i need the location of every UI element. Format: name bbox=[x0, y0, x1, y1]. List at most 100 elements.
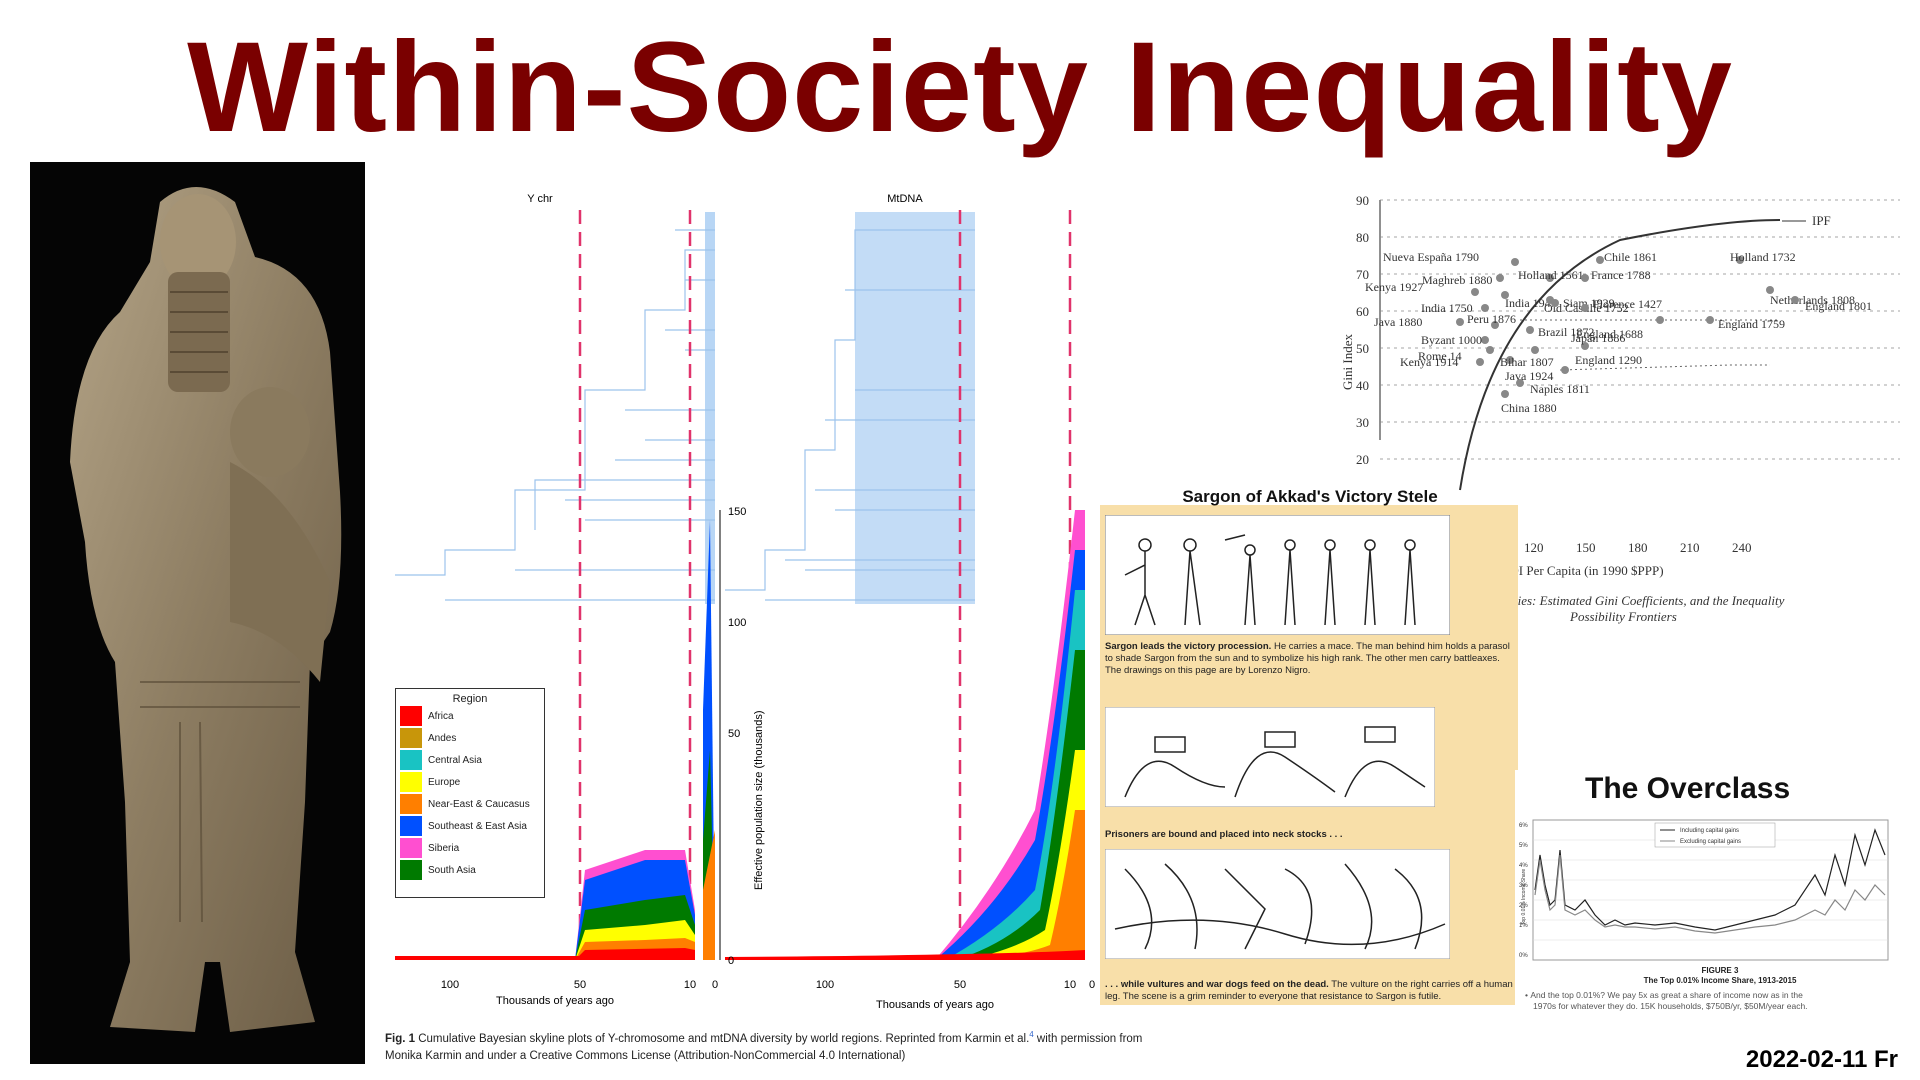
oc-ytick-1: 1% bbox=[1519, 923, 1528, 929]
xtick-10-b: 10 bbox=[1064, 979, 1076, 991]
gini-point-label: Holland 1561 bbox=[1518, 268, 1584, 282]
gini-xtick-240: 240 bbox=[1732, 540, 1752, 555]
gini-point-label: Nueva España 1790 bbox=[1383, 250, 1479, 264]
oc-figure-label: FIGURE 3 bbox=[1702, 966, 1739, 975]
legend-swatch bbox=[400, 728, 422, 748]
gini-point-label: England 1759 bbox=[1718, 317, 1785, 331]
stele-panel: Sargon of Akkad's Victory Stele Sargon l… bbox=[1100, 487, 1518, 1005]
statue-image bbox=[70, 187, 342, 1032]
oc-ytick-3: 3% bbox=[1519, 883, 1528, 889]
overclass-panel: The Overclass 6% 5% 4% 3% 2% 1% 0% Inclu… bbox=[1515, 770, 1895, 1045]
gini-xtick-150: 150 bbox=[1576, 540, 1596, 555]
region-legend: Region Africa Andes Central Asia Europe Near… bbox=[395, 688, 545, 898]
gini-point-label: Brazil 1872 bbox=[1538, 325, 1594, 339]
legend-swatch bbox=[400, 706, 422, 726]
gini-ytick-50: 50 bbox=[1356, 341, 1369, 356]
statue-photo bbox=[30, 162, 365, 1064]
gini-point bbox=[1511, 258, 1519, 266]
xtick-100-b: 100 bbox=[816, 979, 834, 991]
ytick-0: 0 bbox=[728, 955, 734, 967]
gini-point-label: England 1688 bbox=[1576, 327, 1643, 341]
gini-ytick-80: 80 bbox=[1356, 230, 1369, 245]
gini-point bbox=[1736, 256, 1744, 264]
caption-text-2: Monika Karmin and under a Creative Commo… bbox=[385, 1049, 906, 1062]
legend-swatch bbox=[400, 838, 422, 858]
ipf-label: IPF bbox=[1812, 213, 1831, 228]
gini-point bbox=[1481, 336, 1489, 344]
gini-point bbox=[1656, 316, 1664, 324]
gini-point-label: Kenya 1914 bbox=[1400, 355, 1458, 369]
gini-y-axis-label: Gini Index bbox=[1340, 334, 1355, 390]
oc-ytick-4: 4% bbox=[1519, 863, 1528, 869]
gini-xtick-180: 180 bbox=[1628, 540, 1648, 555]
y-axis-label: Effective population size (thousands) bbox=[753, 710, 765, 890]
mtdna-area bbox=[725, 510, 1085, 960]
panel-title-mtdna: MtDNA bbox=[887, 193, 923, 205]
gini-point-label: England 1801 bbox=[1805, 299, 1872, 313]
slide-title: Within-Society Inequality bbox=[187, 16, 1733, 159]
legend-entry: Southeast & East Asia bbox=[396, 815, 544, 837]
gini-point bbox=[1581, 342, 1589, 350]
legend-label: Central Asia bbox=[428, 754, 482, 766]
ychr-tree bbox=[395, 212, 715, 604]
gini-point-label: Florence 1427 bbox=[1593, 297, 1662, 311]
gini-point-label: France 1788 bbox=[1591, 268, 1651, 282]
dna-chart: Y chr MtDNA bbox=[395, 193, 1095, 1011]
legend-entry: Andes bbox=[396, 727, 544, 749]
gini-point-label: Chile 1861 bbox=[1604, 250, 1657, 264]
gini-ytick-70: 70 bbox=[1356, 267, 1369, 282]
oc-bullet-line2: 1970s for whatever they do. 15K househol… bbox=[1533, 1001, 1808, 1011]
overclass-title: The Overclass bbox=[1585, 772, 1791, 805]
gini-point bbox=[1551, 299, 1559, 307]
stele-caption-3-rest: The vulture on the right carries off a h… bbox=[1105, 979, 1513, 1002]
xtick-0-a: 0 bbox=[712, 979, 718, 991]
gini-point bbox=[1526, 326, 1534, 334]
dna-caption: Fig. 1 Cumulative Bayesian skyline plots… bbox=[385, 1026, 1165, 1065]
legend-entry: Africa bbox=[396, 705, 544, 727]
gini-point-label: England 1290 bbox=[1575, 353, 1642, 367]
legend-label: Southeast & East Asia bbox=[428, 820, 527, 832]
xtick-50-b: 50 bbox=[954, 979, 966, 991]
legend-label: South Asia bbox=[428, 864, 476, 876]
legend-title: Region bbox=[452, 693, 488, 705]
gini-ytick-90: 90 bbox=[1356, 193, 1369, 208]
gini-point-label: Kenya 1927 bbox=[1365, 280, 1423, 294]
ychr-area bbox=[395, 520, 715, 960]
gini-point bbox=[1766, 286, 1774, 294]
time-markers bbox=[578, 210, 1072, 960]
xtick-0-b: 0 bbox=[1089, 979, 1095, 991]
gini-ytick-20: 20 bbox=[1356, 452, 1369, 467]
oc-ytick-0: 0% bbox=[1519, 953, 1528, 959]
oc-line-excluding bbox=[1534, 854, 1886, 934]
gini-point bbox=[1496, 274, 1504, 282]
gini-chart: 90 80 70 60 50 40 30 20 Gini Index IPF N… bbox=[1340, 190, 1910, 640]
x-axis-label-ychr: Thousands of years ago bbox=[496, 995, 614, 1007]
legend-label: Siberia bbox=[428, 842, 460, 854]
legend-label: Africa bbox=[428, 710, 454, 722]
gini-point-label: Byzant 1000 bbox=[1421, 333, 1482, 347]
gini-point bbox=[1516, 379, 1524, 387]
stele-caption-1-rest: He carries a mace. The man behind him ho… bbox=[1105, 641, 1510, 676]
oc-figure-title: The Top 0.01% Income Share, 1913-2015 bbox=[1644, 976, 1797, 985]
dna-figure: Y chr MtDNA bbox=[385, 190, 1155, 1070]
oc-ytick-5: 5% bbox=[1519, 843, 1528, 849]
oc-y-axis-label: Top 0.01% Income Share bbox=[1521, 869, 1527, 925]
gini-point-label: Siam 1929 bbox=[1563, 296, 1615, 310]
legend-label: Near-East & Caucasus bbox=[428, 798, 530, 810]
ytick-100: 100 bbox=[728, 617, 746, 629]
gini-point-label: Japan 1886 bbox=[1571, 331, 1625, 345]
legend-label: Andes bbox=[428, 732, 457, 744]
gini-point bbox=[1476, 358, 1484, 366]
xtick-50-a: 50 bbox=[574, 979, 586, 991]
gini-point bbox=[1546, 274, 1554, 282]
gini-point bbox=[1491, 321, 1499, 329]
caption-text-1: Cumulative Bayesian skyline plots of Y-c… bbox=[418, 1032, 1030, 1045]
stele-caption-1: Sargon leads the victory procession. He … bbox=[1105, 641, 1513, 677]
oc-ytick-6: 6% bbox=[1519, 823, 1528, 829]
ipf-curve bbox=[1459, 219, 1781, 491]
gini-point-label: India 1947 bbox=[1505, 296, 1557, 310]
legend-entries: Africa Andes Central Asia Europe Near-East &… bbox=[396, 705, 544, 881]
stele-caption-1-bold: Sargon leads the victory procession. bbox=[1105, 641, 1272, 652]
gini-point bbox=[1501, 390, 1509, 398]
caption-ref: 4 bbox=[1029, 1030, 1034, 1039]
